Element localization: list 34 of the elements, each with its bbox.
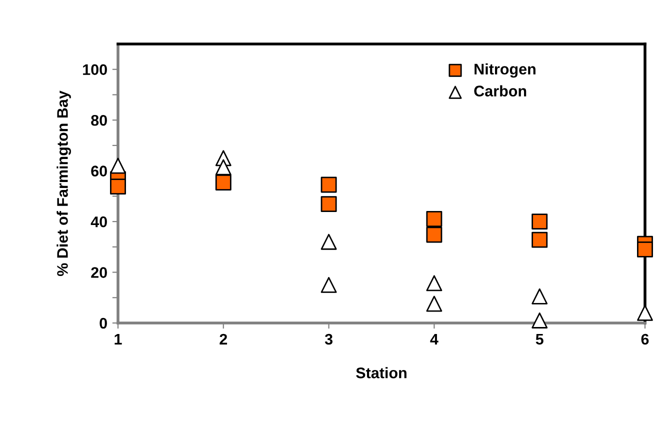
point — [215, 174, 232, 190]
y-tick-label: 40 — [90, 216, 107, 228]
y-axis-title: % Diet of Farmington Bay — [56, 90, 71, 276]
x-tick-label: 6 — [641, 334, 649, 345]
point — [110, 158, 126, 174]
point — [110, 178, 126, 195]
point — [320, 196, 337, 212]
point — [532, 214, 548, 230]
point — [320, 234, 337, 250]
point — [426, 275, 442, 292]
point — [426, 226, 442, 243]
point — [637, 241, 653, 258]
y-tick-label: 60 — [91, 166, 107, 177]
point — [637, 304, 653, 321]
x-tick-label: 2 — [220, 334, 228, 344]
legend-label: Nitrogen — [474, 63, 536, 78]
legend-label: Carbon — [474, 85, 526, 96]
x-tick-label: 4 — [430, 334, 438, 344]
point — [320, 276, 337, 293]
point — [426, 296, 442, 312]
y-tick-label: 0 — [100, 318, 107, 329]
x-axis-title: Station — [356, 367, 406, 378]
y-tick-label: 100 — [83, 64, 107, 76]
point — [320, 176, 337, 193]
x-tick-label: 1 — [114, 334, 122, 344]
point — [426, 211, 442, 227]
point — [532, 288, 548, 304]
point — [532, 312, 548, 328]
x-tick-label: 5 — [536, 334, 544, 345]
point — [532, 232, 548, 248]
x-tick-label: 3 — [324, 334, 332, 345]
y-tick-label: 80 — [91, 114, 107, 126]
point — [215, 159, 232, 176]
y-tick-label: 20 — [91, 267, 107, 278]
